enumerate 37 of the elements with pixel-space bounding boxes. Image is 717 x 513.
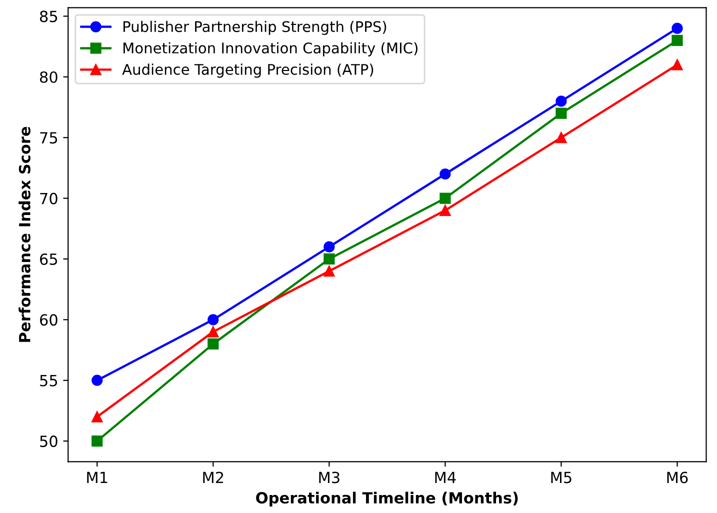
point	[440, 192, 451, 204]
point	[556, 108, 567, 119]
point	[324, 241, 335, 252]
x-tick-label: M5	[551, 472, 572, 484]
point	[324, 266, 335, 277]
y-tick-label: 65	[40, 253, 58, 265]
y-tick-label: 75	[40, 132, 58, 144]
legend-label: Monetization Innovation Capability (MIC)	[124, 42, 418, 56]
point	[556, 132, 567, 144]
point	[92, 374, 103, 386]
point	[440, 204, 451, 216]
point	[208, 314, 219, 326]
x-tick-label: M2	[203, 472, 224, 484]
x-tick-label: M3	[319, 472, 340, 484]
x-tick-label: M4	[435, 472, 456, 484]
x-axis-title: Operational Timeline (Months)	[256, 492, 518, 507]
y-tick-label: 70	[40, 192, 58, 204]
point	[672, 59, 683, 70]
y-tick-label: 80	[40, 71, 58, 83]
point	[556, 96, 567, 107]
point	[672, 22, 683, 34]
point	[440, 168, 451, 180]
x-tick-label: M1	[87, 472, 108, 484]
x-tick-label: M6	[667, 472, 688, 484]
y-tick-label: 85	[40, 10, 58, 22]
point	[92, 411, 103, 422]
point	[208, 338, 219, 350]
y-tick-label: 60	[40, 314, 58, 326]
point	[324, 253, 335, 265]
point	[672, 34, 683, 46]
point	[92, 436, 103, 447]
point	[208, 326, 219, 338]
y-axis-title: Performance Index Score	[18, 126, 30, 342]
legend-label: Audience Targeting Precision (ATP)	[122, 64, 374, 78]
legend-label: Publisher Partnership Strength (PPS)	[124, 20, 386, 35]
y-tick-label: 55	[40, 375, 58, 386]
y-tick-label: 50	[40, 436, 58, 448]
